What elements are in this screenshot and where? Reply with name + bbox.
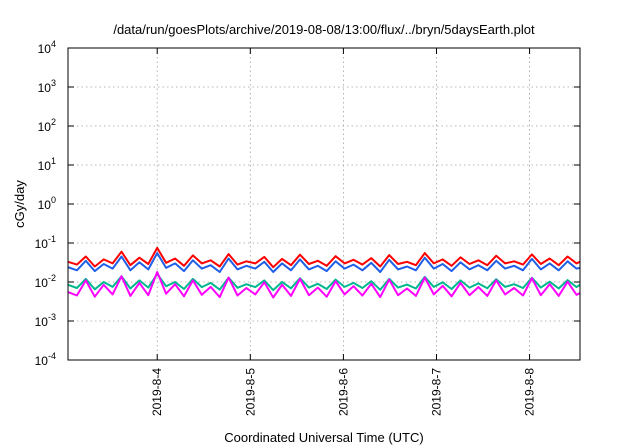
x-tick-label: 2019-8-5 — [243, 368, 257, 416]
y-axis-title: cGy/day — [12, 180, 27, 228]
y-tick-label: 10-2 — [35, 273, 56, 290]
ticks — [68, 47, 580, 361]
y-tick-labels: 10-4 10-3 10-2 10-1 100 101 102 103 104 — [35, 39, 56, 368]
y-tick-label: 10-3 — [35, 312, 56, 329]
x-tick-labels: 2019-8-4 2019-8-5 2019-8-6 2019-8-7 2019-8-8 — [150, 368, 536, 416]
series-line-4 — [67, 271, 581, 299]
series-line-1 — [67, 246, 581, 269]
x-tick-label: 2019-8-7 — [429, 368, 443, 416]
y-tick-label: 101 — [38, 156, 56, 173]
y-tick-label: 10-4 — [35, 351, 56, 368]
x-tick-label: 2019-8-6 — [336, 368, 350, 416]
y-tick-label: 104 — [38, 39, 56, 56]
chart-title: /data/run/goesPlots/archive/2019-08-08/1… — [113, 22, 535, 37]
series-layer — [67, 246, 581, 299]
y-tick-label: 100 — [38, 195, 56, 212]
x-tick-label: 2019-8-8 — [523, 368, 537, 416]
y-tick-label: 103 — [38, 78, 56, 95]
series-line-2 — [67, 252, 581, 273]
grid — [68, 48, 580, 360]
y-tick-label: 102 — [38, 117, 56, 134]
y-tick-label: 10-1 — [35, 234, 56, 251]
x-axis-title: Coordinated Universal Time (UTC) — [224, 430, 423, 445]
x-tick-label: 2019-8-4 — [150, 368, 164, 416]
